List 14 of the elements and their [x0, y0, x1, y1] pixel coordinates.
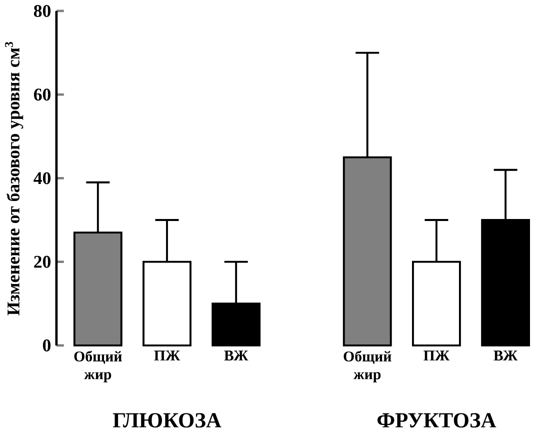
- x-tick-label: ПЖ: [154, 350, 180, 360]
- y-tick-label: 80: [34, 4, 51, 17]
- y-tick-label: 20: [34, 256, 51, 268]
- y-tick-label: 40: [34, 172, 51, 184]
- y-tick-label: 60: [34, 88, 51, 100]
- x-tick-label: Общий жир: [74, 350, 122, 382]
- y-axis-title: Изменение от базового уровня см$^{3}$: [4, 42, 24, 316]
- x-tick-label: ВЖ: [224, 350, 248, 360]
- text: ФРУКТОЗА: [377, 412, 496, 428]
- text: ГЛЮКОЗА: [112, 412, 222, 428]
- x-tick-label: ПЖ: [424, 350, 450, 360]
- x-tick-label: Общий жир: [344, 350, 392, 382]
- x-tick-label: ВЖ: [494, 350, 518, 360]
- y-tick-label: 0: [42, 339, 51, 352]
